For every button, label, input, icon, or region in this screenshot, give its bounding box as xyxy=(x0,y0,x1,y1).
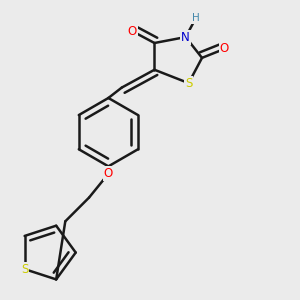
Text: O: O xyxy=(104,167,113,180)
Text: S: S xyxy=(21,262,28,276)
Text: N: N xyxy=(181,31,190,44)
Text: O: O xyxy=(128,25,137,38)
Text: H: H xyxy=(192,13,200,23)
Text: S: S xyxy=(185,76,192,90)
Text: O: O xyxy=(220,42,229,56)
